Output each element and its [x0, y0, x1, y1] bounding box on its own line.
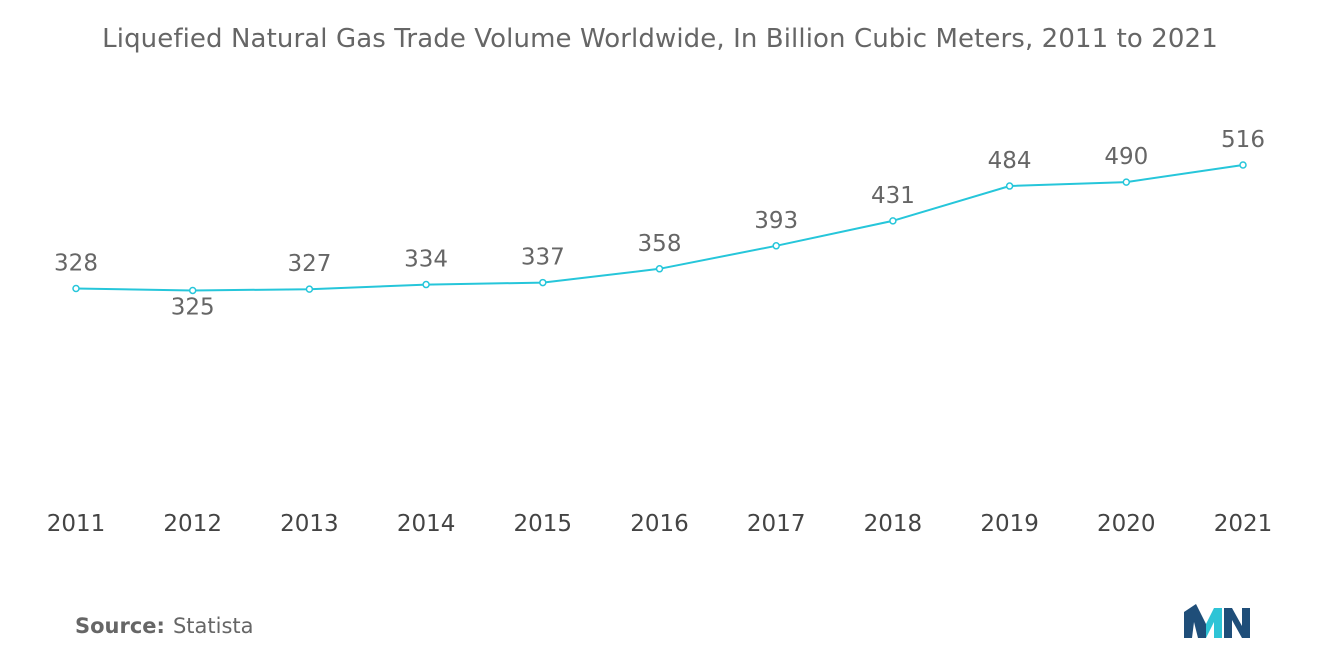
x-tick-2014: 2014: [397, 511, 456, 537]
data-label-2021: 516: [1221, 127, 1265, 153]
data-label-2011: 328: [54, 251, 98, 277]
data-point-2016: [655, 265, 664, 273]
data-point-2014: [422, 280, 430, 289]
data-point-2019: [1005, 182, 1014, 190]
data-point-2015: [539, 278, 547, 287]
data-label-2016: 358: [638, 231, 682, 257]
chart-title: Liquefied Natural Gas Trade Volume World…: [102, 24, 1218, 54]
logo-shape-left: [1184, 604, 1206, 638]
data-labels-group: 328 325 327 334 337 358 393 431 484 490 516: [54, 127, 1265, 320]
x-tick-2018: 2018: [864, 511, 923, 537]
data-label-2019: 484: [988, 148, 1032, 174]
logo-shape-right: [1224, 608, 1250, 638]
source-note: Source: Statista: [75, 614, 254, 638]
data-label-2014: 334: [404, 247, 448, 273]
x-tick-2013: 2013: [280, 511, 339, 537]
x-tick-2012: 2012: [163, 511, 222, 537]
data-point-2020: [1122, 178, 1131, 186]
data-point-2017: [772, 242, 780, 250]
x-tick-2021: 2021: [1214, 511, 1273, 537]
data-point-2021: [1239, 161, 1247, 169]
x-tick-2016: 2016: [630, 511, 689, 537]
x-axis-ticks-group: 2011 2012 2013 2014 2015 2016 2017 2018 2019 2020…: [47, 511, 1273, 537]
brand-logo: [1184, 604, 1250, 638]
data-label-2018: 431: [871, 183, 915, 209]
x-tick-2019: 2019: [980, 511, 1039, 537]
x-tick-2015: 2015: [514, 511, 573, 537]
source-value: Statista: [172, 614, 254, 638]
data-label-2015: 337: [521, 245, 565, 271]
data-point-2013: [305, 285, 314, 293]
data-label-2013: 327: [287, 251, 331, 277]
data-label-2020: 490: [1104, 144, 1148, 170]
data-point-2018: [889, 217, 897, 225]
data-label-2017: 393: [754, 208, 798, 234]
x-tick-2017: 2017: [747, 511, 806, 537]
x-tick-2011: 2011: [47, 511, 106, 537]
data-label-2012: 325: [171, 294, 215, 320]
data-points-group: [72, 161, 1247, 295]
data-point-2011: [72, 284, 80, 293]
source-label: Source:: [75, 614, 165, 638]
x-tick-2020: 2020: [1097, 511, 1156, 537]
data-point-2012: [188, 286, 197, 295]
logo-shape-mid: [1206, 608, 1222, 638]
